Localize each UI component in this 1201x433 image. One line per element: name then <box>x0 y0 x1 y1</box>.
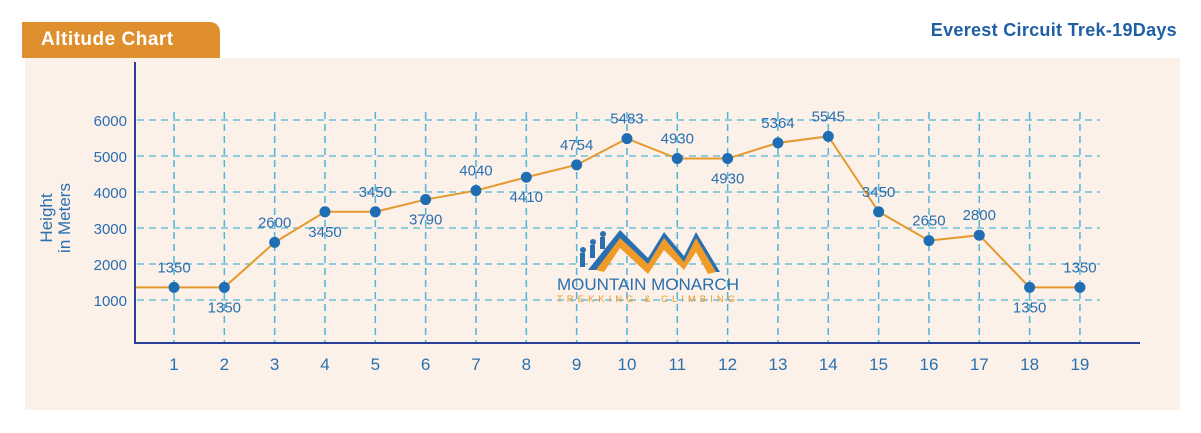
data-label: 2650 <box>912 213 945 230</box>
data-label: 1350 <box>208 299 241 316</box>
chart-tag: Altitude Chart <box>22 22 220 58</box>
data-label: 3450 <box>359 184 392 201</box>
data-point <box>319 206 331 218</box>
data-point <box>369 206 381 218</box>
x-tick-label: 19 <box>1070 355 1089 374</box>
y-tick-label: 6000 <box>94 113 127 130</box>
data-label: 4040 <box>459 163 492 180</box>
data-point <box>822 130 834 142</box>
x-tick-label: 8 <box>522 355 531 374</box>
data-point <box>218 281 230 293</box>
x-tick-label: 12 <box>718 355 737 374</box>
y-axis-label-line2: in Meters <box>55 183 74 253</box>
data-point <box>923 235 935 247</box>
data-label: 4754 <box>560 137 593 154</box>
data-point <box>772 137 784 149</box>
data-label: 1350 <box>1013 299 1046 316</box>
data-label: 5545 <box>812 108 845 125</box>
y-tick-label: 2000 <box>94 257 127 274</box>
x-tick-label: 1 <box>169 355 178 374</box>
y-tick-label: 5000 <box>94 149 127 166</box>
data-point <box>973 229 985 241</box>
data-label: 2800 <box>963 207 996 224</box>
x-tick-label: 16 <box>919 355 938 374</box>
x-tick-label: 4 <box>320 355 329 374</box>
data-point <box>722 153 734 165</box>
x-tick-label: 3 <box>270 355 279 374</box>
data-label: 3790 <box>409 212 442 229</box>
data-point <box>1074 281 1086 293</box>
data-point <box>873 206 885 218</box>
data-point <box>571 159 583 171</box>
data-point <box>420 194 432 206</box>
x-tick-label: 17 <box>970 355 989 374</box>
trek-title: Everest Circuit Trek-19Days <box>930 20 1177 40</box>
y-tick-label: 3000 <box>94 221 127 238</box>
mountain-monarch-logo: MOUNTAIN MONARCH TREKKING & CLIMBING <box>557 230 739 305</box>
data-label: 1350 <box>157 259 190 276</box>
x-tick-label: 10 <box>618 355 637 374</box>
data-label: 4930 <box>711 171 744 188</box>
altitude-line <box>136 135 1080 289</box>
x-tick-label: 6 <box>421 355 430 374</box>
x-tick-label: 15 <box>869 355 888 374</box>
x-tick-label: 14 <box>819 355 838 374</box>
x-tick-label: 9 <box>572 355 581 374</box>
data-point <box>470 185 482 197</box>
data-point <box>671 153 683 165</box>
data-point <box>621 133 633 145</box>
data-label: 5364 <box>761 115 794 132</box>
data-label: 4930 <box>661 131 694 148</box>
data-label: 3450 <box>308 224 341 241</box>
data-point <box>1024 281 1036 293</box>
data-point <box>168 281 180 293</box>
data-point <box>520 171 532 183</box>
x-tick-label: 7 <box>471 355 480 374</box>
logo-name: MOUNTAIN MONARCH <box>557 275 739 294</box>
data-label: 4410 <box>510 189 543 206</box>
y-tick-label: 1000 <box>94 293 127 310</box>
y-tick-label: 4000 <box>94 185 127 202</box>
x-tick-label: 18 <box>1020 355 1039 374</box>
data-point <box>269 236 281 248</box>
logo-tagline: TREKKING & CLIMBING <box>557 294 739 305</box>
data-label: 5483 <box>610 111 643 128</box>
data-label: 1350 <box>1063 259 1096 276</box>
y-axis-label-line1: Height <box>37 193 56 242</box>
data-label: 3450 <box>862 184 895 201</box>
x-tick-label: 5 <box>371 355 380 374</box>
x-tick-label: 2 <box>220 355 229 374</box>
x-tick-label: 11 <box>668 355 686 374</box>
x-tick-label: 13 <box>768 355 787 374</box>
data-label: 2600 <box>258 214 291 231</box>
